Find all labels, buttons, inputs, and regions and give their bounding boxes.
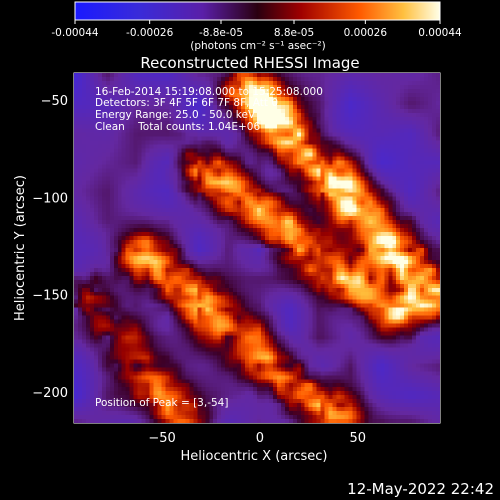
colorbar-tick-label: 0.00044	[418, 27, 462, 39]
x-tick-label: 50	[350, 431, 367, 446]
colorbar-ticks: -0.00044 -0.00026 -8.8e-05 8.8e-05 0.00026 0.…	[51, 20, 462, 39]
x-tick-label: 0	[256, 431, 264, 446]
annotation-energy: Energy Range: 25.0 - 50.0 keV	[95, 109, 256, 121]
colorbar	[74, 1, 441, 21]
y-tick-label: −50	[41, 94, 68, 109]
y-axis-label: Heliocentric Y (arcsec)	[13, 175, 28, 321]
annotation-clean: Clean Total counts: 1.04E+06	[95, 121, 261, 133]
colorbar-tick-label: -8.8e-05	[199, 27, 243, 39]
x-axis-label: Heliocentric X (arcsec)	[181, 449, 328, 464]
heatmap-image	[74, 73, 440, 423]
annotation-time: 16-Feb-2014 15:19:08.000 to 15:25:08.000	[95, 86, 323, 98]
x-tick-label: −50	[148, 431, 175, 446]
chart-title: Reconstructed RHESSI Image	[140, 54, 359, 72]
colorbar-tick-label: 8.8e-05	[274, 27, 314, 39]
colorbar-tick-label: -0.00044	[51, 27, 99, 39]
colorbar-units: (photons cm⁻² s⁻¹ asec⁻²)	[190, 40, 325, 52]
y-tick-label: −200	[32, 386, 68, 401]
y-tick-label: −150	[32, 289, 68, 304]
colorbar-tick-label: 0.00026	[344, 27, 388, 39]
annotation-peak: Position of Peak = [3,-54]	[95, 397, 229, 409]
annotation-detectors: Detectors: 3F 4F 5F 6F 7F 8F, Att 0	[95, 97, 279, 109]
y-tick-label: −100	[32, 191, 68, 206]
footer-date: 12-May-2022 22:42	[347, 480, 494, 498]
colorbar-tick-label: -0.00026	[126, 27, 174, 39]
